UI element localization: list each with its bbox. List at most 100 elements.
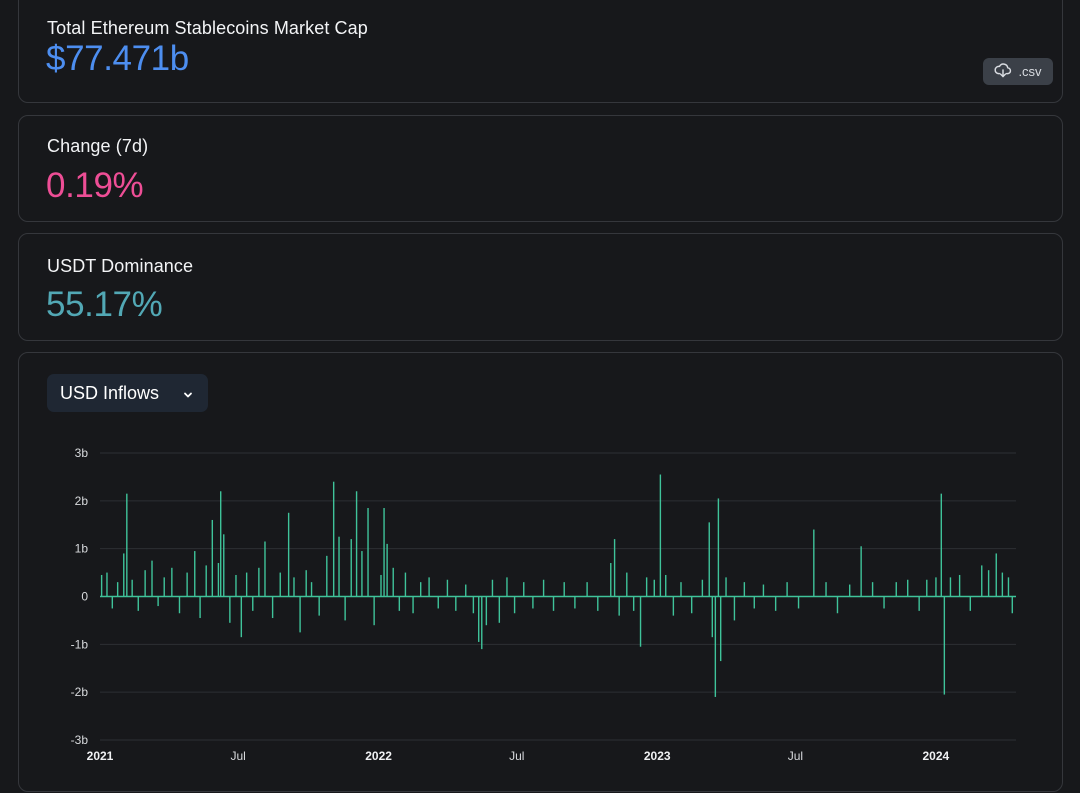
inflow-bar: [446, 579, 449, 597]
inflow-bar: [610, 563, 612, 597]
inflow-bar: [271, 596, 274, 619]
inflow-bar: [380, 574, 382, 597]
inflow-bar: [412, 596, 414, 614]
inflow-bar: [597, 596, 599, 611]
inflow-bar: [100, 574, 103, 597]
inflow-bar: [836, 596, 839, 614]
change-card: Change (7d) 0.19%: [18, 115, 1063, 222]
inflow-bar: [199, 596, 201, 619]
x-tick-label: Jul: [788, 749, 803, 763]
inflow-bar: [373, 596, 375, 626]
inflow-bar: [186, 572, 188, 597]
inflow-bar: [626, 572, 628, 597]
chart-card: 3b 2b 1b 0 -1b -2b -3b 2021 Jul 2022 Jul 2023 Jul 202…: [18, 352, 1063, 792]
inflow-bar: [995, 553, 997, 597]
inflow-bar: [111, 596, 114, 609]
inflow-bar: [116, 582, 119, 597]
inflow-bar: [680, 582, 682, 597]
inflow-bar: [714, 596, 717, 697]
inflow-bar: [350, 539, 352, 597]
inflow-bar: [860, 546, 862, 597]
inflow-bar: [786, 582, 788, 597]
market-cap-label: Total Ethereum Stablecoins Market Cap: [47, 18, 368, 38]
inflow-bar: [151, 560, 153, 597]
inflow-bar: [665, 574, 667, 597]
inflow-bar: [958, 574, 961, 597]
inflow-bar: [252, 596, 254, 611]
y-tick-label: -1b: [71, 637, 89, 651]
inflow-bar: [690, 596, 693, 614]
inflow-bar: [287, 512, 290, 597]
dominance-label: USDT Dominance: [47, 256, 194, 276]
inflow-bar: [332, 481, 335, 597]
inflow-bar: [949, 577, 952, 597]
inflow-bar: [491, 579, 494, 597]
change-value: 0.19%: [46, 166, 144, 205]
metric-select-label: USD Inflows: [60, 382, 160, 403]
inflow-bar: [523, 582, 525, 597]
inflow-bar: [639, 596, 642, 647]
inflow-bar: [299, 596, 301, 633]
x-tick-label: 2022: [365, 749, 392, 763]
inflow-bar: [563, 582, 565, 597]
market-cap-card: Total Ethereum Stablecoins Market Cap $7…: [18, 0, 1063, 103]
dominance-value: 55.17%: [46, 285, 163, 324]
inflow-bar: [131, 579, 133, 597]
inflow-bar: [240, 596, 243, 638]
inflow-bar: [586, 582, 588, 597]
x-tick-label: Jul: [230, 749, 245, 763]
inflow-bar: [478, 596, 480, 642]
inflow-bar: [293, 577, 295, 597]
inflow-bar: [355, 491, 358, 597]
inflow-bar: [420, 582, 422, 597]
inflow-bar: [157, 596, 159, 607]
inflow-bar: [106, 572, 108, 597]
inflow-bar: [223, 534, 225, 597]
inflow-bar: [935, 577, 937, 597]
chevron-down-icon: [182, 385, 194, 406]
x-tick-label: 2021: [87, 749, 114, 763]
inflow-bar: [733, 596, 736, 621]
cloud-download-icon: [994, 62, 1012, 81]
csv-download-button[interactable]: .csv: [983, 58, 1053, 85]
inflow-bar: [437, 596, 439, 609]
inflow-bar: [753, 596, 755, 609]
inflow-bar: [943, 596, 946, 695]
inflow-bar: [743, 582, 746, 597]
inflow-bar: [513, 596, 516, 614]
inflow-bar: [532, 596, 534, 609]
inflow-bar: [392, 567, 394, 597]
y-tick-label: 1b: [75, 542, 89, 556]
inflow-bar: [229, 596, 231, 623]
inflow-bar: [1001, 572, 1004, 597]
inflow-bar: [883, 596, 885, 609]
inflow-bar: [969, 596, 971, 611]
inflow-bar: [618, 596, 620, 616]
inflow-bar: [659, 474, 662, 597]
inflow-bar: [178, 596, 181, 614]
inflow-bar: [708, 522, 710, 597]
inflow-bar: [455, 596, 457, 611]
inflow-bar: [918, 596, 920, 611]
metric-select[interactable]: USD Inflows: [47, 374, 208, 412]
inflow-bar: [235, 574, 237, 597]
inflow-bar: [245, 572, 248, 597]
inflow-bar: [137, 596, 139, 611]
inflow-bar: [386, 543, 388, 597]
inflow-bar: [848, 584, 851, 597]
inflow-bar: [305, 570, 307, 597]
inflow-bar: [472, 596, 475, 614]
inflow-bar: [428, 577, 430, 597]
inflow-bar: [1007, 577, 1010, 597]
inflow-bar: [217, 563, 220, 597]
inflow-bar: [123, 553, 125, 597]
inflow-bar: [506, 577, 508, 597]
inflow-bar: [485, 596, 488, 626]
inflow-bar: [344, 596, 346, 621]
inflow-bar: [398, 596, 401, 611]
inflow-bar: [163, 577, 165, 597]
inflow-bar: [717, 498, 720, 597]
x-tick-label: Jul: [509, 749, 524, 763]
inflow-bar: [404, 572, 407, 597]
inflow-bar: [194, 551, 196, 597]
